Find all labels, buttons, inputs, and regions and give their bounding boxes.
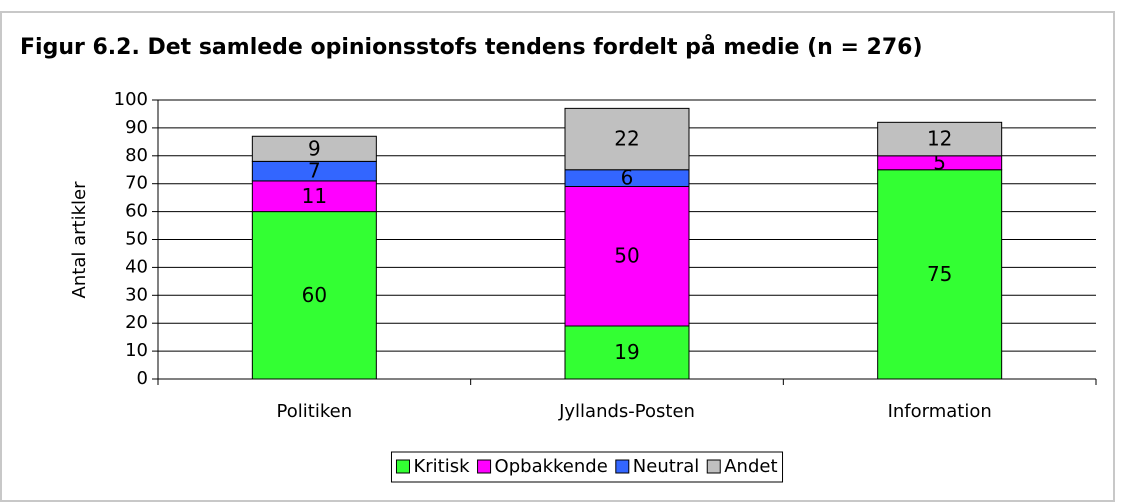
data-label: 12 <box>927 127 952 151</box>
data-label: 60 <box>302 283 327 307</box>
data-label: 19 <box>614 340 639 364</box>
data-label: 50 <box>614 244 639 268</box>
legend: Kritisk Opbakkende Neutral Andet <box>390 451 784 483</box>
legend-swatch <box>615 459 630 474</box>
legend-label: Andet <box>724 456 777 477</box>
x-tick-label: Jyllands-Posten <box>558 401 695 422</box>
legend-label: Kritisk <box>413 456 470 477</box>
y-tick-label: 100 <box>114 89 148 110</box>
legend-swatch <box>395 459 410 474</box>
data-label: 7 <box>308 159 321 183</box>
bar-segment <box>564 325 690 380</box>
y-tick-label: 30 <box>125 284 148 305</box>
y-tick-label: 50 <box>125 229 148 250</box>
y-tick-label: 40 <box>125 256 148 277</box>
y-tick-label: 90 <box>125 117 148 138</box>
y-tick-label: 70 <box>125 173 148 194</box>
bar-segment <box>251 135 377 162</box>
data-label: 9 <box>308 136 321 160</box>
bar-segment <box>251 180 377 213</box>
legend-label: Opbakkende <box>495 456 608 477</box>
data-label: 6 <box>621 166 634 190</box>
legend-swatch <box>477 459 492 474</box>
bar-segment <box>251 211 377 380</box>
legend-label: Neutral <box>633 456 699 477</box>
bar-segment <box>877 169 1003 380</box>
y-tick-label: 60 <box>125 201 148 222</box>
x-tick-label: Politiken <box>277 401 353 422</box>
y-tick-label: 0 <box>137 368 148 389</box>
y-tick-label: 80 <box>125 145 148 166</box>
data-label: 11 <box>302 184 327 208</box>
data-label: 75 <box>927 262 952 286</box>
y-axis-label: Antal artikler <box>69 181 90 299</box>
bar-segment <box>564 185 690 327</box>
legend-swatch <box>706 459 721 474</box>
chart-title: Figur 6.2. Det samlede opinionsstofs ten… <box>20 34 923 60</box>
y-tick-label: 20 <box>125 312 148 333</box>
bar-segment <box>564 107 690 171</box>
x-tick-label: Information <box>888 401 992 422</box>
bar-segment <box>877 121 1003 157</box>
data-label: 22 <box>614 127 639 151</box>
y-tick-label: 10 <box>125 340 148 361</box>
